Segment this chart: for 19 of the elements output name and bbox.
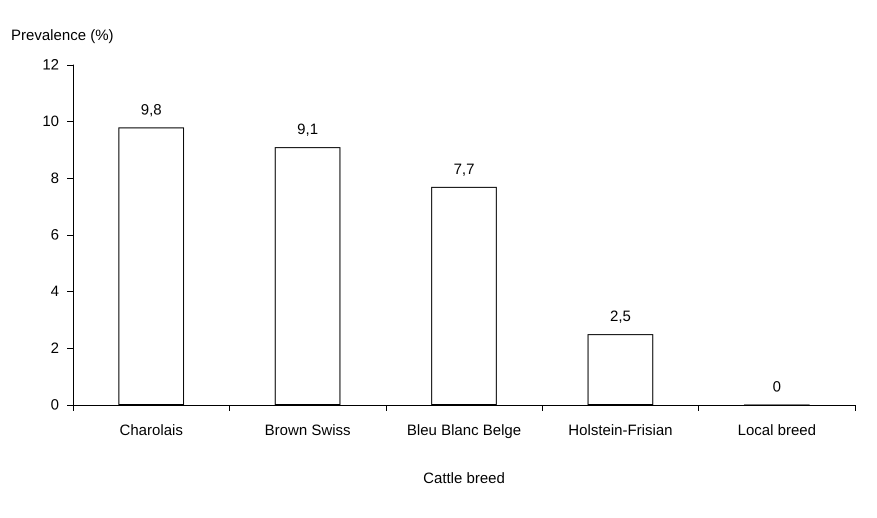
x-axis-title: Cattle breed <box>423 470 505 487</box>
y-tick-label: 10 <box>42 113 59 130</box>
x-tick-label: Bleu Blanc Belge <box>406 422 522 439</box>
y-tick-label: 8 <box>50 170 59 187</box>
data-label: 7,7 <box>454 160 474 178</box>
data-label: 9,8 <box>140 101 162 118</box>
data-label: 2,5 <box>610 308 631 326</box>
x-tick-label: Holstein-Frisian <box>568 422 672 439</box>
data-label: 0 <box>772 378 781 396</box>
y-tick-label: 2 <box>50 340 59 357</box>
x-tick-label: Brown Swiss <box>264 422 351 439</box>
y-tick-label: 0 <box>50 396 59 414</box>
x-tick-label: Charolais <box>120 422 183 439</box>
data-label: 9,1 <box>297 121 318 138</box>
y-tick-label: 4 <box>50 283 59 300</box>
x-tick-label: Local breed <box>738 422 816 439</box>
y-tick-label: 12 <box>42 56 59 74</box>
y-axis-title: Prevalence (%) <box>11 27 114 44</box>
y-tick-label: 6 <box>50 226 59 244</box>
